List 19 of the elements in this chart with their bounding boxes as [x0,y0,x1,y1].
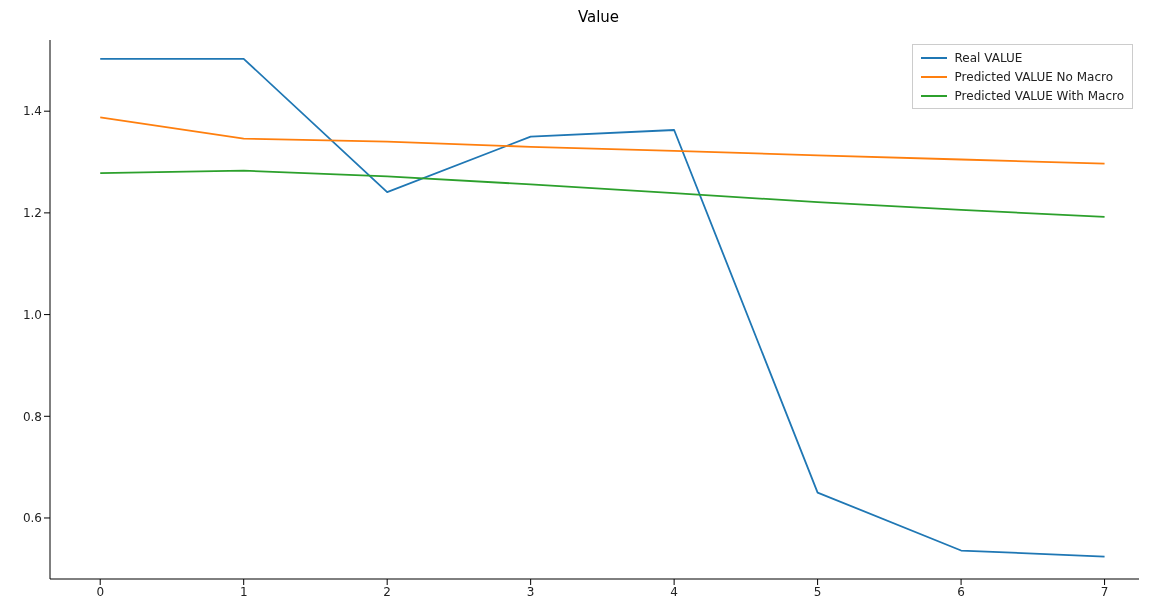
y-tick-label: 0.8 [22,409,42,424]
x-tick-label: 7 [1100,584,1109,599]
x-tick-label: 5 [813,584,822,599]
legend-label: Predicted VALUE No Macro [954,69,1114,84]
y-tick-label: 1.2 [22,206,42,221]
legend-label: Predicted VALUE With Macro [954,88,1124,103]
y-tick-label: 1.0 [22,307,42,322]
line-series [99,169,1106,218]
x-tick-label: 4 [670,584,678,599]
legend-label: Real VALUE [954,50,1023,65]
x-tick-label: 1 [239,584,248,599]
y-tick-label: 1.4 [22,104,42,119]
chart-title: Value [576,8,621,28]
line-series [99,116,1106,165]
x-tick-label: 2 [383,584,391,599]
x-tick-label: 0 [96,584,105,599]
y-tick-label: 0.6 [22,511,42,526]
x-tick-label: 6 [957,584,965,599]
x-tick-label: 3 [526,584,535,599]
